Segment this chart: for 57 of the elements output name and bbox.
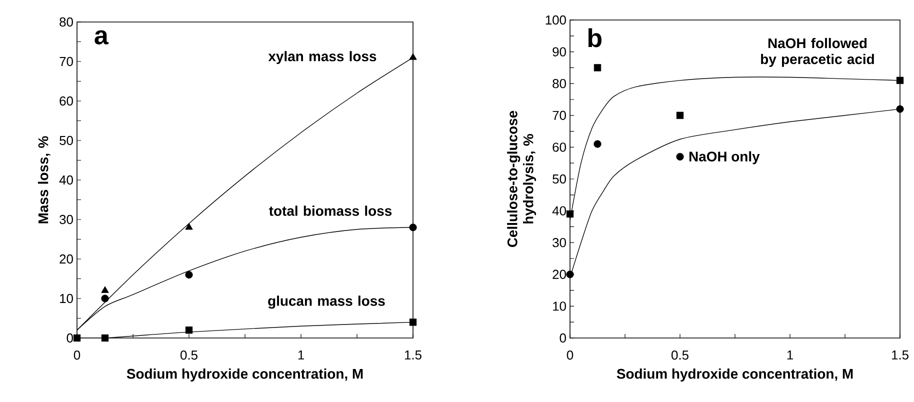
point [676, 112, 684, 119]
x-axis-title: Sodium hydroxide concentration, M [126, 368, 363, 382]
annotation: b [588, 28, 602, 48]
x-tick-label: 1 [298, 350, 304, 360]
y-tick-label: 20 [552, 270, 566, 279]
x-tick-label: 1.5 [892, 350, 908, 360]
point [566, 210, 574, 218]
y-tick-label: 0 [560, 333, 566, 343]
point [896, 76, 904, 84]
y-tick-label: 50 [60, 136, 73, 146]
y-tick-label: 70 [60, 56, 73, 66]
y-tick-label: 100 [546, 15, 566, 25]
point [896, 105, 904, 113]
y-tick-label: 50 [552, 174, 566, 184]
x-tick-label: 1.5 [404, 350, 422, 360]
series-label: glucan mass loss [268, 296, 385, 309]
point [185, 271, 193, 279]
point [185, 223, 193, 230]
point [409, 224, 417, 232]
point [676, 152, 684, 161]
y-tick-label: 30 [552, 238, 566, 248]
y-tick-label: 30 [60, 214, 73, 224]
point [566, 270, 574, 278]
annotation: a [94, 30, 109, 44]
series-label: NaOH followed by peracetic acid [761, 38, 874, 67]
y-tick-label: 80 [552, 79, 566, 88]
y-tick-label: 0 [66, 333, 73, 343]
x-tick-label: 0.5 [180, 350, 198, 360]
point [101, 294, 109, 302]
y-tick-label: 60 [552, 142, 566, 152]
text: xylan mass loss [268, 51, 376, 64]
point [409, 318, 417, 326]
y-axis-title: Cellulose-to-glucose hydrolysis, % [507, 110, 536, 248]
x-tick-label: 0 [566, 350, 574, 360]
y-tick-label: 10 [60, 294, 73, 304]
x-tick-label: 0 [74, 350, 80, 360]
point [594, 64, 602, 72]
point [594, 140, 602, 148]
series-label: total biomass loss [269, 206, 392, 216]
y-tick-label: 80 [60, 17, 73, 27]
x-axis-title: Sodium hydroxide concentration, M [616, 368, 853, 382]
point [73, 334, 81, 342]
x-tick-label: 1 [787, 350, 793, 360]
point [101, 334, 109, 342]
y-tick-label: 40 [59, 175, 73, 185]
y-tick-label: 70 [552, 110, 566, 120]
series-label: NaOH only [689, 151, 760, 164]
y-tick-label: 20 [60, 254, 73, 264]
y-tick-label: 40 [552, 206, 566, 216]
y-axis-title: Mass loss, % [38, 136, 50, 224]
x-tick-label: 0.5 [672, 350, 688, 360]
y-tick-label: 60 [60, 96, 73, 106]
point [101, 286, 109, 293]
point [185, 326, 193, 334]
point [409, 53, 417, 60]
y-tick-label: 90 [552, 47, 566, 56]
y-tick-label: 10 [553, 302, 566, 311]
